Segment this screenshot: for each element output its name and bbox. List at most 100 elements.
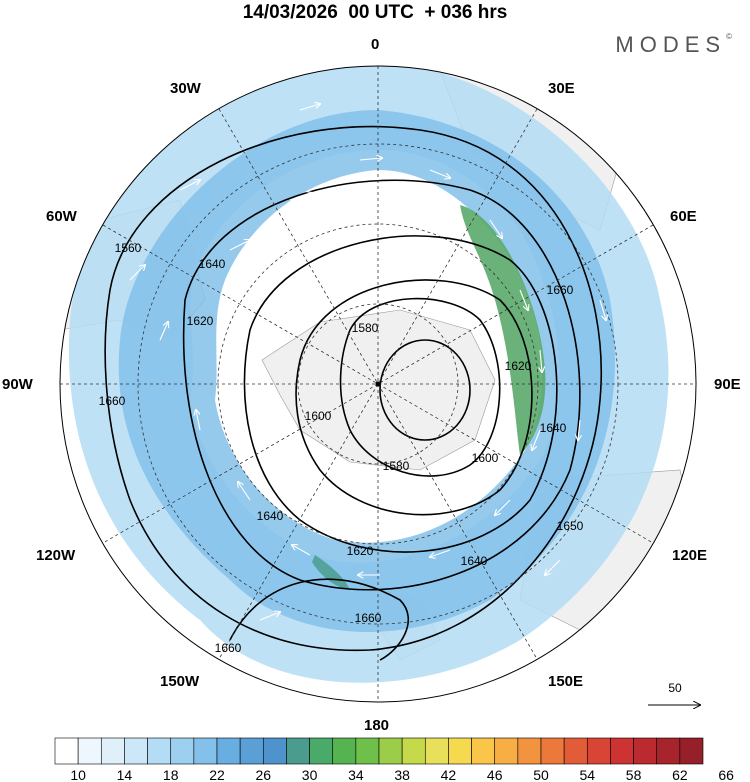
colorbar-swatch: [633, 737, 658, 765]
lon-label-60w: 60W: [46, 208, 77, 225]
wind-vector: [578, 419, 580, 440]
colorbar-tick-label: 18: [163, 767, 179, 782]
wind-vector: [289, 193, 312, 201]
contour-label: 1640: [257, 509, 284, 523]
colorbar-swatch: [355, 737, 380, 765]
colorbar-swatch: [540, 737, 565, 765]
colorbar-swatch: [193, 737, 218, 765]
colorbar-swatch: [77, 737, 102, 765]
colorbar-swatch: [100, 737, 125, 765]
contour-1640: [182, 179, 581, 591]
contour-label: 1600: [305, 409, 332, 423]
colorbar-tick-label: 22: [209, 767, 225, 782]
colorbar-swatch: [54, 737, 79, 765]
colorbar-swatch: [517, 737, 542, 765]
contour-1600: [295, 279, 533, 516]
contour-label: 1640: [199, 257, 226, 271]
contour-1660-south: [229, 578, 410, 661]
colorbar-tick-label: 46: [487, 767, 503, 782]
contour-label: 1660: [215, 641, 242, 655]
contour-1660: [104, 125, 602, 652]
wind-vector: [299, 104, 320, 111]
map-boundary: [59, 65, 697, 703]
contour-label: 1620: [347, 544, 374, 558]
brand-logo: MODES©: [615, 32, 732, 57]
pole-marker: [375, 381, 381, 387]
colorbar-swatch: [610, 737, 634, 765]
colorbar-swatch: [147, 737, 172, 765]
wind-vector: [196, 410, 201, 431]
colorbar-tick-label: 34: [348, 767, 364, 782]
colorbar-swatch: [448, 737, 472, 765]
wind-vector: [159, 322, 168, 341]
wind-vector: [545, 559, 561, 575]
wind-vector: [179, 180, 200, 191]
colorbar-swatch: [586, 737, 611, 765]
wind-jet-core-2: [312, 555, 350, 590]
colorbar-tick-label: 66: [718, 767, 734, 782]
colorbar-swatch: [471, 737, 496, 765]
colorbar-swatch: [378, 737, 403, 765]
contour-label: 1650: [557, 519, 584, 533]
lon-label-90w: 90W: [2, 376, 33, 393]
wind-vector: [238, 482, 251, 501]
colorbar-swatch: [216, 737, 241, 765]
wind-vector: [495, 499, 511, 515]
land-antarctica: [261, 309, 496, 471]
contour-label: 1600: [472, 451, 499, 465]
colorbar-swatch: [424, 737, 449, 765]
colorbar-swatch: [679, 737, 704, 765]
lon-label-120e: 120E: [672, 547, 708, 564]
colorbar-swatch: [401, 737, 426, 765]
colorbar-swatch: [494, 737, 519, 765]
colorbar-tick-label: 38: [394, 767, 410, 782]
wind-vector: [540, 349, 542, 372]
wind-vector: [429, 169, 450, 178]
colorbar-tick-label: 50: [533, 767, 549, 782]
map-title: 14/03/2026 00 UTC + 036 hrs: [242, 2, 508, 23]
colorbar-tick-label: 42: [441, 767, 457, 782]
wind-jet-core: [460, 205, 546, 455]
colorbar-swatch: [563, 737, 588, 765]
colorbar-swatch: [656, 737, 681, 765]
wind-vector: [359, 158, 382, 160]
contour-1580-inner: [379, 339, 471, 441]
lon-label-0: 0: [371, 36, 380, 53]
colorbar-tick-label: 58: [626, 767, 642, 782]
wind-vector: [532, 429, 541, 450]
colorbar-swatch: [239, 737, 264, 765]
reference-vector-label: 50: [668, 681, 682, 695]
wind-band-mid: [118, 110, 615, 633]
contour-label: 1560: [115, 241, 142, 255]
contour-label: 1660: [355, 611, 382, 625]
wind-vector: [519, 289, 528, 310]
contour-label: 1640: [540, 421, 567, 435]
lon-label-60e: 60E: [670, 208, 697, 225]
colorbar-swatch: [124, 737, 148, 765]
colorbar-swatch: [309, 737, 334, 765]
colorbar-tick-label: 54: [579, 767, 595, 782]
wind-vector: [430, 549, 451, 557]
contour-label: 1640: [461, 554, 488, 568]
contour-label: 1620: [505, 359, 532, 373]
colorbar-tick-label: 62: [672, 767, 688, 782]
colorbar-tick-label: 14: [117, 767, 133, 782]
contour-label: 1580: [383, 459, 410, 473]
wind-vector: [292, 545, 311, 556]
colorbar: 10141822263034384246505458626670: [54, 737, 734, 782]
lon-label-150w: 150W: [160, 673, 200, 690]
lon-label-180: 180: [364, 717, 390, 734]
colorbar-tick-label: 26: [255, 767, 271, 782]
contour-label: 1660: [99, 394, 126, 408]
colorbar-swatch: [286, 737, 310, 765]
lon-label-150e: 150E: [548, 673, 584, 690]
wind-vector: [599, 299, 606, 320]
contour-label: 1660: [547, 283, 574, 297]
colorbar-swatch: [262, 737, 287, 765]
lon-label-30e: 30E: [548, 80, 575, 97]
wind-vector: [259, 612, 280, 621]
wind-vector: [129, 265, 145, 281]
colorbar-tick-label: 10: [70, 767, 86, 782]
contour-label: 1580: [352, 321, 379, 335]
